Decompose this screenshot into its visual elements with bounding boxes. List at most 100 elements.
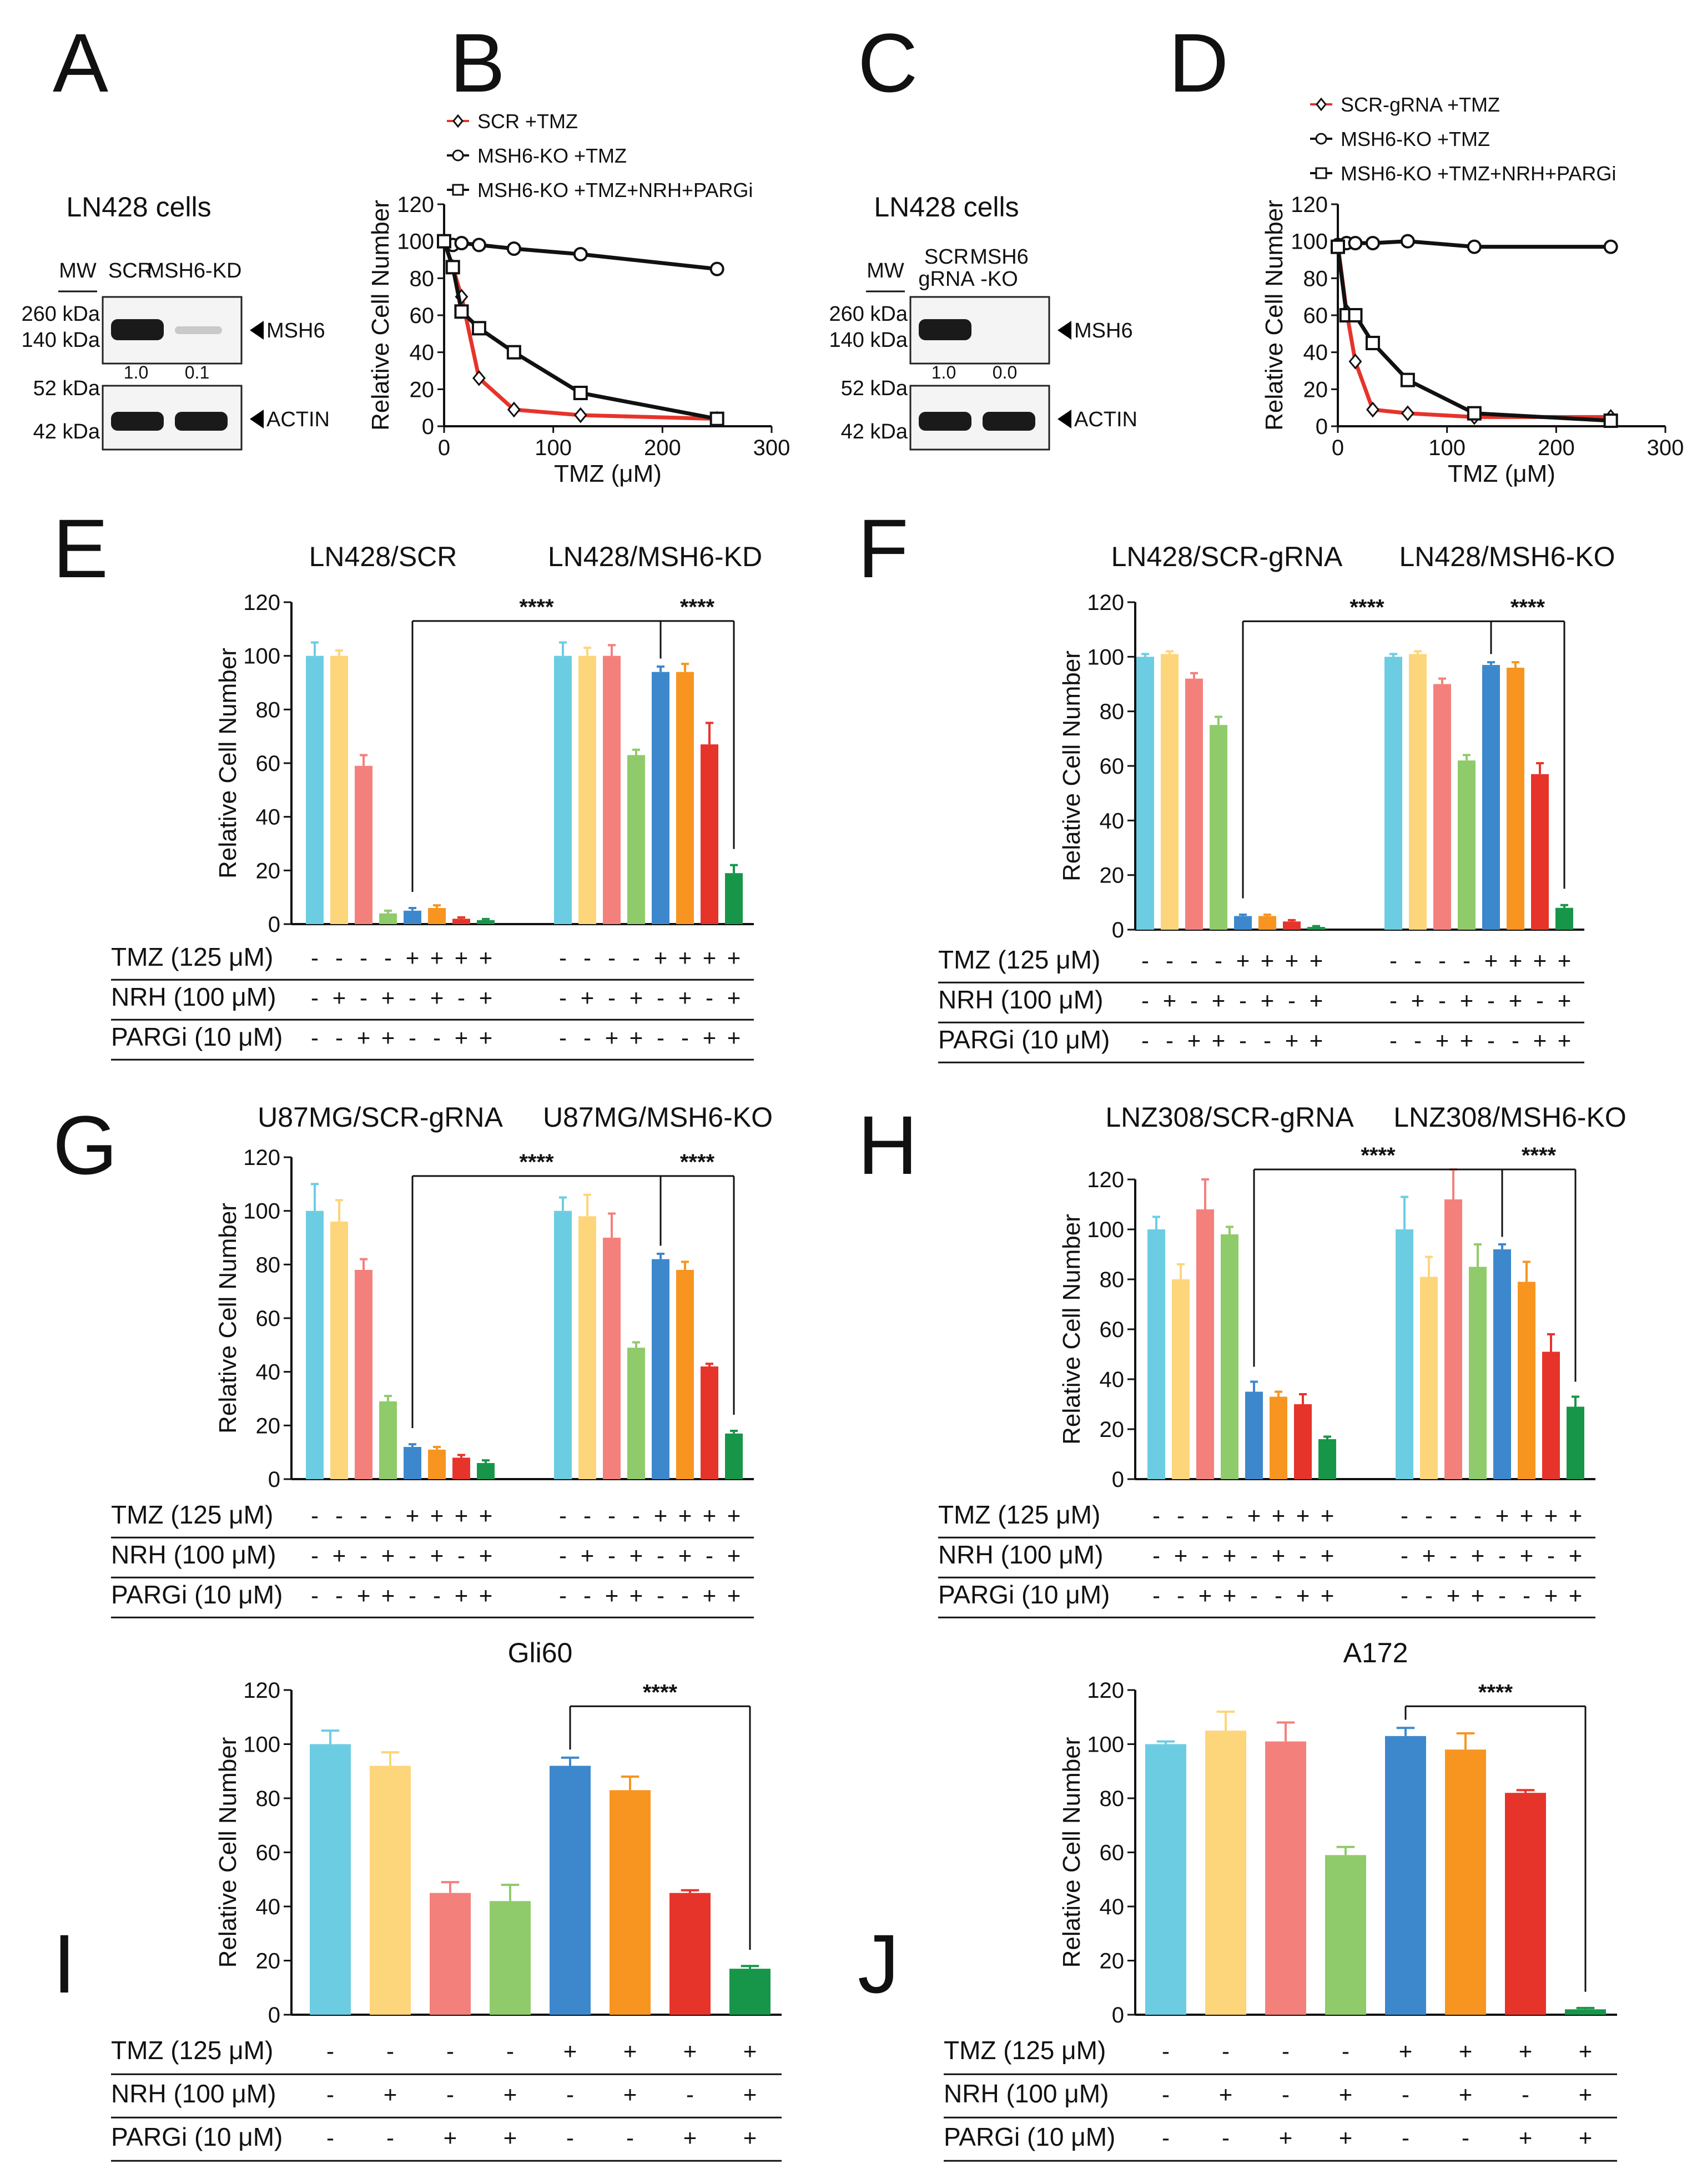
panel-letter-A: A bbox=[53, 16, 108, 109]
condition-sign: - bbox=[681, 1025, 689, 1051]
condition-sign: - bbox=[1523, 1582, 1530, 1608]
bar bbox=[490, 1901, 531, 2015]
legend-entry: MSH6-KO +TMZ+NRH+PARGi bbox=[1341, 162, 1616, 185]
condition-sign: - bbox=[1263, 1027, 1271, 1053]
lane-label: gRNA bbox=[918, 268, 975, 291]
condition-sign: + bbox=[1199, 1582, 1212, 1608]
condition-sign: + bbox=[1509, 987, 1523, 1013]
msh6-band bbox=[111, 319, 164, 340]
bar bbox=[1531, 774, 1549, 930]
condition-sign: - bbox=[681, 1582, 689, 1608]
condition-sign: + bbox=[1519, 2038, 1533, 2064]
condition-sign: + bbox=[1569, 1502, 1583, 1529]
condition-sign: - bbox=[1425, 1582, 1433, 1608]
condition-sign: + bbox=[333, 1542, 346, 1568]
bar bbox=[578, 655, 596, 924]
mw-marker: 260 kDa bbox=[21, 302, 100, 326]
condition-label-tmz: TMZ (125 μM) bbox=[111, 2036, 273, 2065]
condition-sign: - bbox=[1401, 1502, 1408, 1529]
condition-sign: - bbox=[1239, 1027, 1247, 1053]
panel-letter-D: D bbox=[1169, 16, 1228, 109]
data-point bbox=[573, 407, 587, 423]
bar bbox=[701, 744, 718, 924]
condition-sign: + bbox=[678, 1542, 692, 1568]
bar bbox=[627, 755, 645, 924]
condition-sign: - bbox=[360, 945, 367, 971]
bar bbox=[725, 1433, 743, 1479]
condition-sign: + bbox=[1460, 987, 1474, 1013]
bar bbox=[452, 1457, 470, 1479]
chart-title: A172 bbox=[1343, 1637, 1408, 1668]
group-title: U87MG/SCR-gRNA bbox=[258, 1102, 503, 1133]
band-ratio: 1.0 bbox=[124, 362, 148, 382]
condition-sign: - bbox=[1215, 947, 1222, 974]
y-tick-label: 40 bbox=[1303, 341, 1328, 365]
condition-sign: + bbox=[727, 1025, 741, 1051]
y-tick-label: 40 bbox=[1100, 1368, 1125, 1392]
y-tick-label: 20 bbox=[410, 377, 435, 402]
condition-sign: - bbox=[384, 1502, 392, 1529]
condition-sign: - bbox=[311, 985, 319, 1011]
condition-sign: + bbox=[333, 985, 346, 1011]
group-title: LN428/SCR bbox=[309, 541, 457, 572]
condition-sign: + bbox=[1247, 1502, 1261, 1529]
panel-letter-G: G bbox=[53, 1098, 118, 1192]
condition-sign: + bbox=[654, 1502, 668, 1529]
bar bbox=[1196, 1209, 1214, 1479]
y-axis-label: Relative Cell Number bbox=[1261, 200, 1288, 431]
condition-sign: + bbox=[479, 945, 493, 971]
y-tick-label: 20 bbox=[256, 1949, 281, 1974]
condition-sign: - bbox=[1288, 987, 1296, 1013]
condition-sign: - bbox=[1512, 1027, 1519, 1053]
condition-sign: + bbox=[1411, 987, 1425, 1013]
condition-sign: - bbox=[1190, 947, 1198, 974]
condition-sign: + bbox=[384, 2081, 397, 2107]
y-tick-label: 80 bbox=[1100, 1268, 1125, 1292]
mw-marker: 140 kDa bbox=[829, 329, 908, 352]
y-tick-label: 120 bbox=[1087, 1678, 1124, 1703]
bar bbox=[355, 765, 372, 924]
bar bbox=[1270, 1396, 1287, 1479]
legend-marker bbox=[1315, 167, 1327, 179]
condition-sign: - bbox=[608, 1542, 616, 1568]
condition-sign: + bbox=[683, 2125, 697, 2151]
condition-label-tmz: TMZ (125 μM) bbox=[944, 2036, 1106, 2065]
bar bbox=[603, 655, 621, 924]
condition-sign: + bbox=[1569, 1582, 1583, 1608]
condition-sign: + bbox=[1436, 1027, 1449, 1053]
condition-sign: + bbox=[1520, 1542, 1534, 1568]
condition-sign: + bbox=[1471, 1582, 1485, 1608]
bar bbox=[1482, 665, 1500, 930]
bar bbox=[701, 1366, 718, 1479]
condition-sign: + bbox=[654, 945, 668, 971]
condition-sign: - bbox=[608, 985, 616, 1011]
condition-sign: + bbox=[727, 945, 741, 971]
bar bbox=[1493, 1249, 1511, 1479]
bar bbox=[477, 920, 495, 924]
condition-sign: - bbox=[1438, 947, 1446, 974]
condition-sign: + bbox=[683, 2038, 697, 2064]
y-tick-label: 60 bbox=[1303, 304, 1328, 328]
bar bbox=[370, 1766, 411, 2015]
condition-sign: - bbox=[1522, 2081, 1529, 2107]
condition-sign: - bbox=[559, 945, 567, 971]
condition-sign: + bbox=[1310, 987, 1323, 1013]
condition-sign: - bbox=[1152, 1502, 1160, 1529]
condition-sign: - bbox=[1389, 947, 1397, 974]
condition-sign: - bbox=[386, 2038, 394, 2064]
condition-sign: - bbox=[1414, 1027, 1422, 1053]
condition-sign: - bbox=[1498, 1582, 1506, 1608]
condition-sign: - bbox=[1141, 947, 1149, 974]
bar bbox=[1505, 1793, 1546, 2015]
condition-sign: - bbox=[1282, 2081, 1290, 2107]
data-point bbox=[1603, 413, 1618, 428]
condition-sign: - bbox=[1487, 1027, 1495, 1053]
y-tick-label: 60 bbox=[256, 751, 281, 776]
significance-marker: **** bbox=[680, 1150, 715, 1174]
condition-sign: + bbox=[1544, 1502, 1558, 1529]
data-point bbox=[1366, 401, 1379, 418]
arrow-icon bbox=[1058, 321, 1071, 340]
data-point bbox=[1348, 308, 1363, 322]
y-tick-label: 40 bbox=[256, 1895, 281, 1919]
